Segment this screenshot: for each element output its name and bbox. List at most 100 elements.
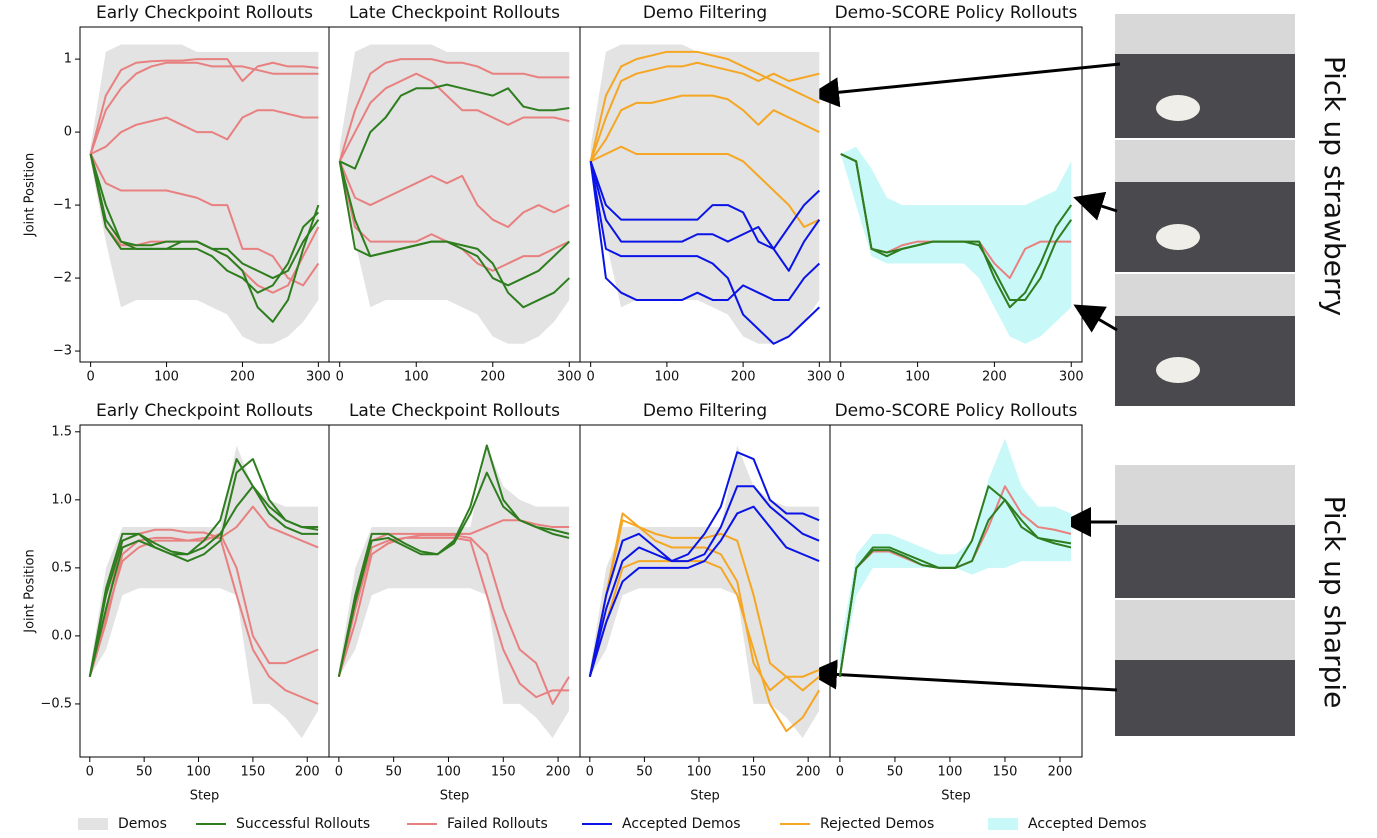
series-line bbox=[589, 61, 820, 162]
y-tick-label: −1 bbox=[53, 198, 72, 213]
x-tick-label: 50 bbox=[636, 765, 653, 780]
x-tick-label: 0 bbox=[837, 370, 845, 385]
panel-title: Early Checkpoint Rollouts bbox=[96, 3, 313, 23]
series-line bbox=[338, 161, 570, 287]
legend-item: Rejected Demos bbox=[780, 816, 934, 832]
series-line bbox=[338, 160, 570, 228]
arrow bbox=[1073, 191, 1118, 221]
series-line bbox=[588, 519, 820, 692]
panel: Demo-SCORE Policy Rollouts 0 50 100 150 200 St… bbox=[829, 401, 1083, 804]
series-line bbox=[588, 485, 820, 677]
legend-item: Failed Rollouts bbox=[407, 816, 548, 832]
series-line bbox=[88, 458, 319, 677]
panel-title: Demo-SCORE Policy Rollouts bbox=[835, 401, 1078, 421]
band bbox=[589, 445, 820, 738]
y-tick-label: −0.5 bbox=[40, 696, 72, 711]
series-line bbox=[589, 94, 820, 162]
series-line bbox=[337, 519, 570, 677]
series-line bbox=[588, 451, 820, 677]
band bbox=[338, 445, 570, 738]
y-tick-label: 1.5 bbox=[51, 424, 72, 439]
band bbox=[89, 445, 319, 738]
panel-title: Demo Filtering bbox=[643, 3, 767, 23]
series-line bbox=[589, 160, 821, 250]
arrow bbox=[1073, 304, 1118, 333]
legend-item: Accepted Demos bbox=[582, 816, 741, 832]
x-axis-label: Step bbox=[440, 789, 470, 804]
x-tick-label: 150 bbox=[240, 765, 265, 780]
photo-backdrop bbox=[1115, 600, 1295, 660]
legend-label: Rejected Demos bbox=[820, 816, 934, 832]
series-line bbox=[90, 109, 319, 155]
panel-title: Demo Filtering bbox=[643, 401, 767, 421]
series-line bbox=[337, 471, 570, 677]
panel: Demo Filtering 0 50 100 150 200 Step bbox=[579, 401, 831, 804]
plate bbox=[1156, 224, 1200, 250]
series-line bbox=[89, 153, 320, 294]
axes-frame bbox=[829, 26, 1083, 363]
x-tick-label: 200 bbox=[1048, 765, 1073, 780]
panel-title: Demo-SCORE Policy Rollouts bbox=[835, 3, 1078, 23]
x-tick-label: 300 bbox=[557, 370, 582, 385]
y-tick-label: 1.0 bbox=[51, 492, 72, 507]
panel: Late Checkpoint Rollouts 0 50 100 150 200 Step bbox=[328, 401, 581, 804]
series-line bbox=[589, 161, 821, 272]
y-tick-label: 0.0 bbox=[51, 628, 72, 643]
x-tick-label: 200 bbox=[796, 765, 821, 780]
photo-backdrop bbox=[1115, 274, 1295, 316]
panel-title: Early Checkpoint Rollouts bbox=[96, 401, 313, 421]
x-tick-label: 0 bbox=[335, 765, 343, 780]
x-tick-label: 200 bbox=[546, 765, 571, 780]
arrow bbox=[807, 659, 1118, 692]
photo-backdrop bbox=[1115, 14, 1295, 54]
task-label: Pick up strawberry bbox=[1318, 56, 1351, 316]
task-label: Pick up sharpie bbox=[1318, 496, 1351, 709]
legend-item: Successful Rollouts bbox=[196, 816, 370, 832]
series-line bbox=[88, 458, 319, 677]
series-line bbox=[89, 153, 320, 287]
y-tick-label: 0.5 bbox=[51, 560, 72, 575]
legend-swatch bbox=[988, 818, 1018, 830]
x-tick-label: 200 bbox=[480, 370, 505, 385]
x-tick-label: 0 bbox=[587, 370, 595, 385]
series-line bbox=[339, 83, 570, 170]
legend-item: Demos bbox=[78, 816, 167, 832]
band bbox=[840, 146, 1072, 344]
series-line bbox=[88, 536, 319, 705]
series-line bbox=[838, 498, 1072, 677]
photo-backdrop bbox=[1115, 465, 1295, 525]
band bbox=[339, 44, 570, 344]
legend-label: Demos bbox=[118, 816, 167, 832]
x-tick-label: 0 bbox=[586, 765, 594, 780]
x-tick-label: 50 bbox=[136, 765, 153, 780]
panel-title: Late Checkpoint Rollouts bbox=[349, 401, 560, 421]
x-tick-label: 100 bbox=[938, 765, 963, 780]
x-tick-label: 150 bbox=[491, 765, 516, 780]
photo-backdrop bbox=[1115, 140, 1295, 182]
y-tick-label: −3 bbox=[53, 344, 72, 359]
series-line bbox=[589, 161, 821, 301]
series-line bbox=[89, 58, 319, 155]
x-tick-label: 100 bbox=[687, 765, 712, 780]
panel: Late Checkpoint Rollouts 0 100 200 300 bbox=[328, 3, 582, 385]
x-tick-label: 200 bbox=[295, 765, 320, 780]
y-tick-label: −2 bbox=[53, 271, 72, 286]
x-tick-label: 100 bbox=[186, 765, 211, 780]
band bbox=[90, 44, 319, 344]
y-tick-label: 1 bbox=[64, 52, 72, 67]
series-line bbox=[338, 72, 570, 162]
series-line bbox=[88, 485, 319, 677]
x-tick-label: 200 bbox=[982, 370, 1007, 385]
x-tick-label: 100 bbox=[905, 370, 930, 385]
series-line bbox=[588, 505, 820, 678]
series-line bbox=[589, 50, 820, 162]
x-tick-label: 100 bbox=[436, 765, 461, 780]
x-tick-label: 300 bbox=[306, 370, 331, 385]
series-line bbox=[589, 161, 821, 345]
series-line bbox=[590, 145, 820, 228]
arrows bbox=[807, 62, 1121, 692]
x-tick-label: 200 bbox=[230, 370, 255, 385]
x-tick-label: 300 bbox=[1059, 370, 1084, 385]
x-tick-label: 100 bbox=[404, 370, 429, 385]
band bbox=[839, 438, 1071, 677]
